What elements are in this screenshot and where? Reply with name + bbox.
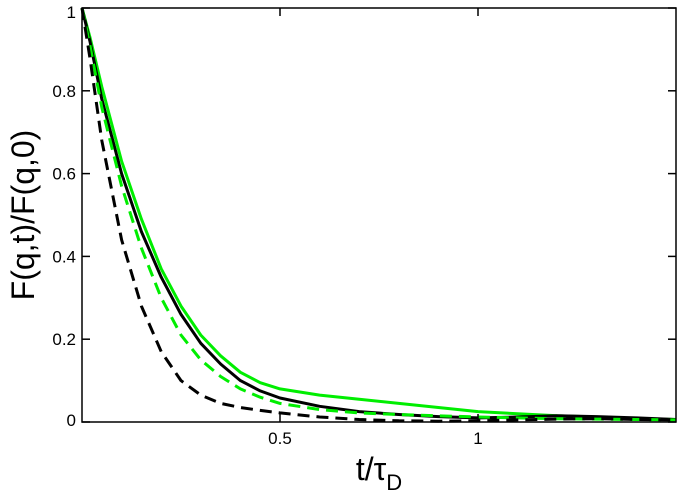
series-1-line	[80, 7, 677, 421]
plot-frame	[81, 7, 677, 423]
y-tick-label: 0.2	[52, 330, 76, 349]
series-0-line	[80, 7, 677, 421]
y-tick-label: 0	[67, 411, 76, 430]
y-tick-label: 1	[67, 3, 76, 22]
x-axis-title-main: t/τ	[356, 451, 387, 487]
y-tick-label: 0.4	[52, 247, 76, 266]
y-tick-label: 0.8	[52, 82, 76, 101]
tick-layer: 0 0.2 0.4 0.6 0.8 1 0.5 1	[52, 3, 676, 448]
y-tick-label: 0.6	[52, 165, 76, 184]
series-3-line	[80, 7, 677, 423]
x-tick-label: 0.5	[268, 429, 292, 448]
series-2-line	[80, 7, 677, 422]
x-axis-title-subscript: D	[386, 470, 402, 495]
x-tick-label: 1	[473, 429, 482, 448]
series-layer	[80, 7, 677, 423]
y-axis-title: F(q,t)/F(q,0)	[5, 130, 41, 301]
x-axis-title: t/τD	[356, 451, 402, 495]
